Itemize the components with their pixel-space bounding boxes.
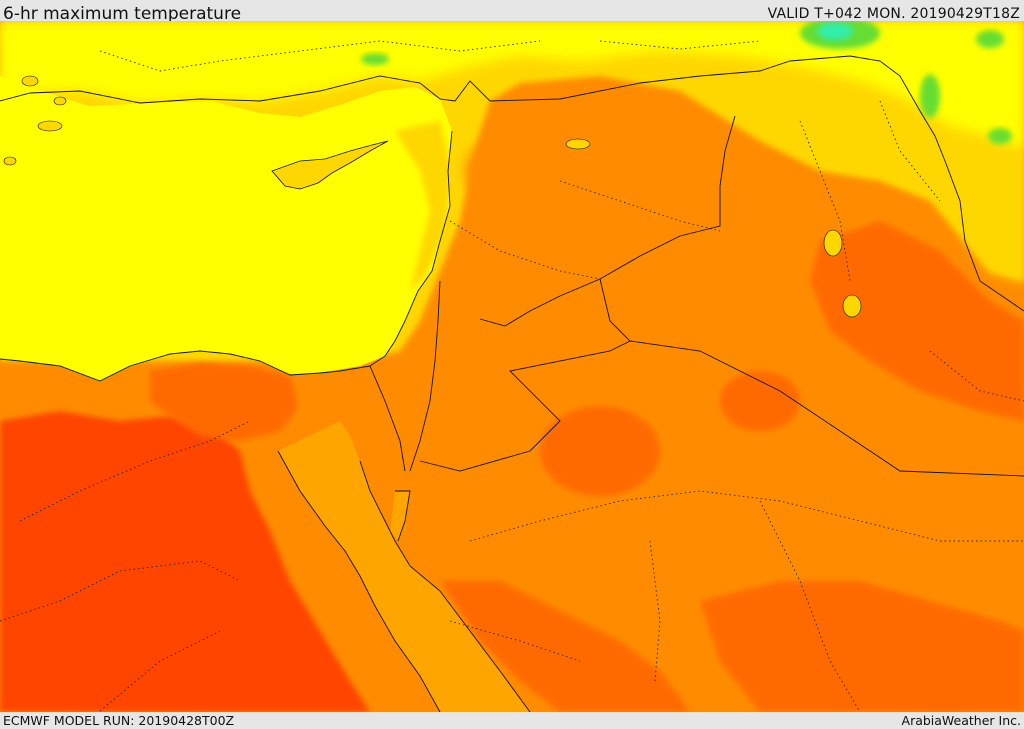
egypt-coastline — [0, 350, 371, 382]
saudi-hot-zone-west — [440, 581, 690, 712]
solid-borders — [369, 55, 1024, 477]
dotted-borders — [0, 40, 1024, 712]
aqaba-coast — [395, 490, 411, 542]
cold-spot-north-2 — [817, 22, 853, 40]
valid-time-label: VALID T+042 MON. 20190429T18Z — [767, 6, 1020, 21]
iraq-west-spot — [720, 371, 800, 431]
egypt-hot-zone — [0, 411, 370, 712]
map-title: 6-hr maximum temperature — [3, 4, 242, 21]
lake-assad — [565, 138, 591, 150]
egypt-israel-border — [369, 365, 406, 472]
cold-spot-north-4 — [361, 53, 389, 65]
lake-habbaniyah — [842, 294, 862, 318]
delta-red-zone — [150, 363, 300, 441]
mediterranean-sea — [0, 76, 452, 381]
aegean-islands — [3, 75, 67, 166]
temperature-map-canvas — [0, 21, 1024, 712]
header-bar: 6-hr maximum temperature VALID T+042 MON… — [0, 0, 1024, 21]
syria-iraq-border-south — [479, 115, 736, 327]
levant-coast-gold — [395, 121, 452, 291]
iraq-saudi-border — [629, 340, 1024, 477]
syria-warm-spot — [465, 131, 575, 211]
north-yellow-zone — [0, 21, 1024, 151]
red-sea-east-coast — [359, 460, 531, 712]
jordan-hot-spot — [540, 406, 660, 496]
credit-label: ArabiaWeather Inc. — [901, 713, 1021, 728]
gulf-of-aqaba — [390, 491, 410, 541]
east-gold-strip — [940, 151, 1024, 281]
syria-iraq-border — [489, 55, 946, 162]
jordan-saudi-border — [419, 278, 631, 472]
levant-coastline — [369, 130, 453, 367]
cold-spot-north-5 — [920, 74, 940, 118]
jordan-river — [409, 280, 441, 472]
saudi-hot-zone-east — [700, 581, 1024, 712]
cold-spot-north-6 — [988, 128, 1012, 144]
lake-tharthar — [823, 229, 843, 257]
north-coastline — [0, 75, 491, 104]
cold-spot-north-3 — [976, 30, 1004, 48]
model-run-label: ECMWF MODEL RUN: 20190428T00Z — [3, 713, 235, 728]
footer-bar: ECMWF MODEL RUN: 20190428T00Z ArabiaWeat… — [0, 712, 1024, 729]
coastlines — [0, 75, 531, 712]
cyprus — [271, 140, 389, 190]
red-sea — [278, 421, 530, 712]
temperature-map — [0, 21, 1024, 712]
red-sea-west-coast — [277, 450, 441, 712]
iraq-hot-zone — [810, 221, 1024, 421]
iraq-iran-border — [944, 160, 1024, 312]
